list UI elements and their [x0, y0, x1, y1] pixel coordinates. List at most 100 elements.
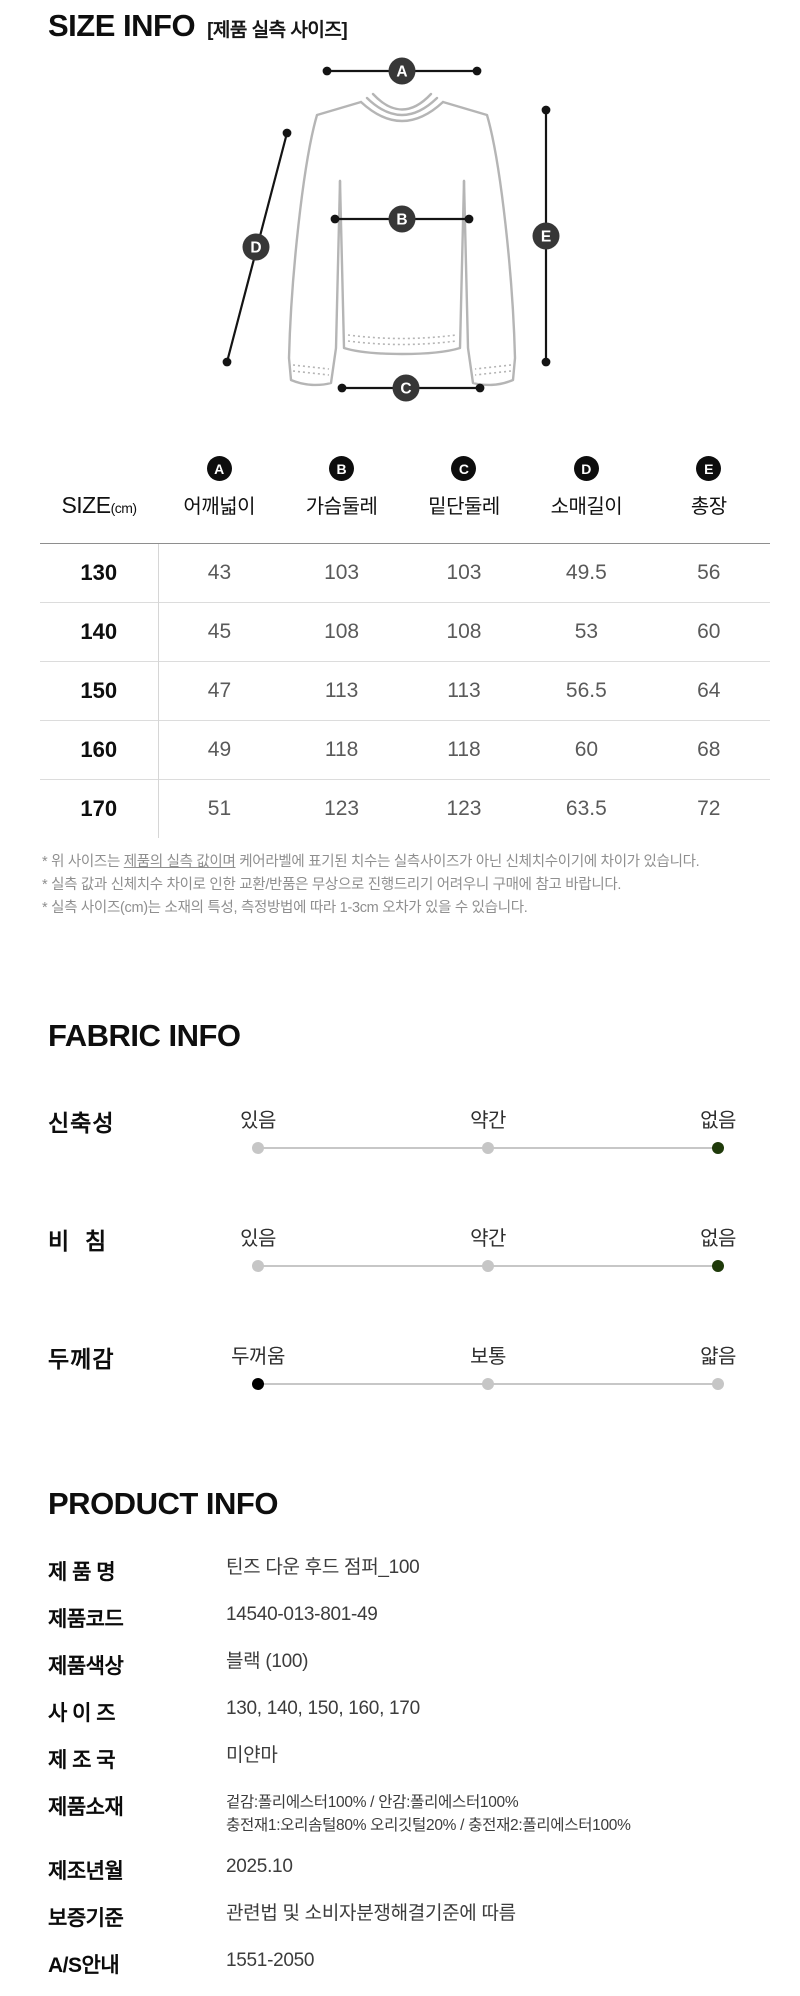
size-table-body: 130 43 103 103 49.5 56 140 45 108 108 53 60 150 47 113…: [40, 543, 770, 838]
measure-cell: 72: [647, 779, 770, 838]
product-info-heading: PRODUCT INFO: [48, 1486, 278, 1522]
fabric-option-label: 두꺼움: [231, 1346, 285, 1368]
column-badge-c: C: [451, 456, 477, 481]
measure-cell: 108: [280, 602, 403, 662]
size-cell: 160: [40, 720, 159, 780]
size-table-header-row: SIZE(cm) A 어깨넓이 B 가슴둘레 C 밑단둘레 D 소매길이 E 총장: [40, 446, 770, 544]
header-stack: E 총장: [648, 456, 770, 519]
column-label: 어깨넓이: [183, 496, 255, 518]
fabric-category-label: 신축성: [48, 1110, 115, 1136]
fabric-scale: 두꺼움 보통 얇음: [231, 1340, 736, 1412]
fabric-dot-selected: [712, 1142, 724, 1154]
measure-cell: 49.5: [565, 561, 607, 584]
product-field-label: 제 품 명: [48, 1561, 116, 1584]
product-info-row: 제품색상 블랙 (100): [48, 1650, 772, 1680]
table-row: 150 47 113 113 56.5 64: [40, 661, 770, 721]
badge-a-label: A: [396, 64, 407, 81]
fabric-row-1: 신축성 있음 약간 없음: [48, 1104, 754, 1176]
measure-column-header: A 어깨넓이: [158, 446, 281, 544]
footnote-text: * 위 사이즈는: [42, 854, 124, 870]
sweater-outline: [287, 92, 517, 387]
size-cell: 140: [40, 602, 159, 662]
badge-a-circle: [388, 57, 416, 85]
table-row: 130 43 103 103 49.5 56: [40, 543, 770, 603]
fabric-option-label: 있음: [240, 1110, 276, 1132]
fabric-scale: 있음 약간 없음: [240, 1104, 736, 1176]
measure-cell: 113: [280, 661, 403, 721]
footnote-underlined-text: 제품의 실측 값이며: [123, 854, 236, 870]
fabric-info-heading: FABRIC INFO: [48, 1018, 241, 1054]
product-field-label: 제품코드: [48, 1608, 124, 1631]
product-info-row: 제품소재 겉감:폴리에스터100% / 안감:폴리에스터100% 충전재1:오리솜…: [48, 1791, 772, 1838]
measure-cell: 63.5: [525, 779, 648, 838]
product-info-row: 제 품 명 틴즈 다운 후드 점퍼_100: [48, 1556, 772, 1586]
measure-column-header: B 가슴둘레: [280, 446, 403, 544]
badge-b-label: B: [396, 212, 407, 229]
size-header-text: SIZE: [61, 492, 111, 518]
product-info-row: A/S안내 1551-2050: [48, 1949, 772, 1979]
fabric-scale: 있음 약간 없음: [240, 1222, 736, 1294]
footnote-text: * 실측 사이즈(cm)는 소재의 특성, 측정방법에 따라 1-3cm 오차가…: [42, 900, 528, 916]
product-field-label: A/S안내: [48, 1953, 120, 1977]
measure-column-header: D 소매길이: [525, 446, 648, 544]
product-info-title: PRODUCT INFO: [48, 1486, 278, 1521]
measure-cell: 51: [158, 779, 281, 838]
product-field-value: 블랙 (100): [226, 1651, 309, 1672]
product-field-label: 제조년월: [48, 1859, 124, 1883]
fabric-dot: [252, 1260, 264, 1272]
product-field-value: 130, 140, 150, 160, 170: [226, 1698, 420, 1719]
fabric-dot: [482, 1378, 494, 1390]
fabric-info-title: FABRIC INFO: [48, 1018, 241, 1053]
column-label: 소매길이: [550, 496, 623, 518]
fabric-option-label: 얇음: [700, 1346, 736, 1368]
product-rows: 제 품 명 틴즈 다운 후드 점퍼_100 제품코드 14540-013-801-49…: [48, 1556, 772, 1996]
fabric-option-label: 약간: [470, 1228, 506, 1250]
header-stack: C 밑단둘레: [403, 456, 525, 519]
product-info-row: 보증기준 관련법 및 소비자분쟁해결기준에 따름: [48, 1902, 772, 1932]
product-field-label: 제품소재: [48, 1796, 124, 1819]
column-label: 밑단둘레: [428, 496, 500, 518]
fabric-dot: [712, 1378, 724, 1390]
product-field-value: 틴즈 다운 후드 점퍼_100: [226, 1557, 420, 1578]
measure-cell: 103: [324, 561, 360, 584]
size-cell: 130: [40, 543, 159, 603]
column-badge-a: A: [206, 456, 232, 481]
measure-cell: 123: [402, 779, 526, 838]
measurement-endpoints: [222, 66, 551, 393]
column-badge-e: E: [696, 456, 722, 481]
measure-cell: 113: [402, 661, 526, 721]
size-cell: 170: [40, 779, 159, 838]
fabric-option-label: 없음: [700, 1228, 736, 1250]
footnote: * 위 사이즈는 제품의 실측 값이며 케어라벨에 표기된 치수는 실측사이즈가…: [42, 851, 778, 874]
column-badge-d: D: [573, 456, 599, 481]
fabric-rows: 신축성 있음 약간 없음 비 침 있음 약간 없음 두께감 두꺼움 보통 얇음: [48, 1104, 754, 1458]
product-field-value: 2025.10: [226, 1855, 293, 1877]
badge-b-circle: [388, 205, 416, 233]
footnote: * 실측 값과 신체치수 차이로 인한 교환/반품은 무상으로 진행드리기 어려…: [42, 874, 778, 897]
fabric-dot-selected: [252, 1378, 264, 1390]
size-column-header: SIZE(cm): [40, 446, 158, 544]
measure-cell: 56.5: [525, 661, 648, 721]
product-field-label: 사 이 즈: [48, 1702, 116, 1725]
badge-e-label: E: [541, 229, 551, 246]
fabric-option-label: 보통: [470, 1346, 506, 1368]
table-row: 160 49 118 118 60 68: [40, 720, 770, 780]
fabric-option-label: 약간: [470, 1110, 506, 1132]
measure-cell: 60: [525, 720, 648, 780]
product-field-label: 제품색상: [48, 1655, 124, 1678]
measure-cell: 118: [402, 720, 526, 780]
table-row: 170 51 123 123 63.5 72: [40, 779, 770, 838]
fabric-row-2: 비 침 있음 약간 없음: [48, 1222, 754, 1294]
product-field-value: 1551-2050: [226, 1949, 315, 1971]
measurement-badges: A B C D E: [242, 57, 560, 402]
measure-cell: 103: [446, 561, 482, 584]
fabric-row-3: 두께감 두꺼움 보통 얇음: [48, 1340, 754, 1412]
measure-cell: 68: [647, 720, 770, 780]
size-info-title: SIZE INFO: [48, 8, 196, 43]
measure-cell: 56: [697, 561, 721, 584]
measure-cell: 64: [647, 661, 770, 721]
product-info-row: 제 조 국 미얀마: [48, 1744, 772, 1774]
garment-sketch: A B C D E: [222, 57, 560, 402]
product-info-row: 제조년월 2025.10: [48, 1855, 772, 1885]
size-cell: 150: [40, 661, 159, 721]
